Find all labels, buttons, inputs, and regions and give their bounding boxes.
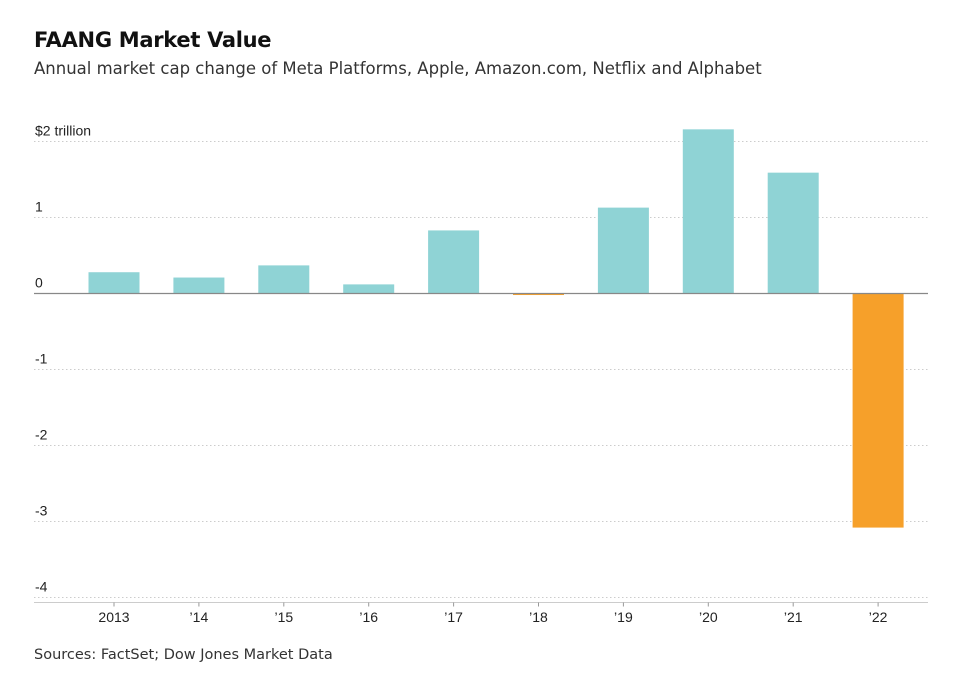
x-tick-label: ’15 xyxy=(274,609,293,625)
bar-1 xyxy=(173,277,225,294)
chart-title: FAANG Market Value xyxy=(34,28,272,52)
x-tick-label: ’20 xyxy=(699,609,718,625)
bar-9 xyxy=(852,293,904,528)
y-tick-label: 0 xyxy=(35,275,43,291)
x-tick-label: ’16 xyxy=(359,609,378,625)
bar-2 xyxy=(258,265,310,294)
bar-3 xyxy=(343,284,395,294)
x-tick-label: ’14 xyxy=(190,609,209,625)
y-tick-label: -2 xyxy=(35,427,48,443)
x-tick-label: ’17 xyxy=(444,609,463,625)
x-tick-label: ’21 xyxy=(784,609,803,625)
chart-subtitle: Annual market cap change of Meta Platfor… xyxy=(34,59,762,78)
bar-5 xyxy=(513,293,564,296)
y-axis-labels: $2 trillion 1 0 -1 -2 -3 -4 xyxy=(35,123,91,595)
bar-8 xyxy=(767,172,819,294)
x-tick-label: ’18 xyxy=(529,609,548,625)
x-tick-label: 2013 xyxy=(98,609,129,625)
y-tick-label: 1 xyxy=(35,199,43,215)
zero-line-group xyxy=(34,292,928,603)
y-tick-label: $2 trillion xyxy=(35,123,91,139)
y-tick-label: -4 xyxy=(35,579,48,595)
x-tick-label: ’19 xyxy=(614,609,633,625)
x-axis-labels: 2013 ’14 ’15 ’16 ’17 ’18 ’19 ’20 ’21 ’22 xyxy=(98,602,888,625)
bars xyxy=(88,129,904,528)
bar-7 xyxy=(682,129,734,294)
y-tick-label: -3 xyxy=(35,503,48,519)
x-tick-label: ’22 xyxy=(869,609,888,625)
bar-4 xyxy=(428,230,480,294)
source-note: Sources: FactSet; Dow Jones Market Data xyxy=(34,647,333,663)
bar-6 xyxy=(597,207,649,294)
bar-0 xyxy=(88,272,140,294)
y-tick-label: -1 xyxy=(35,351,48,367)
